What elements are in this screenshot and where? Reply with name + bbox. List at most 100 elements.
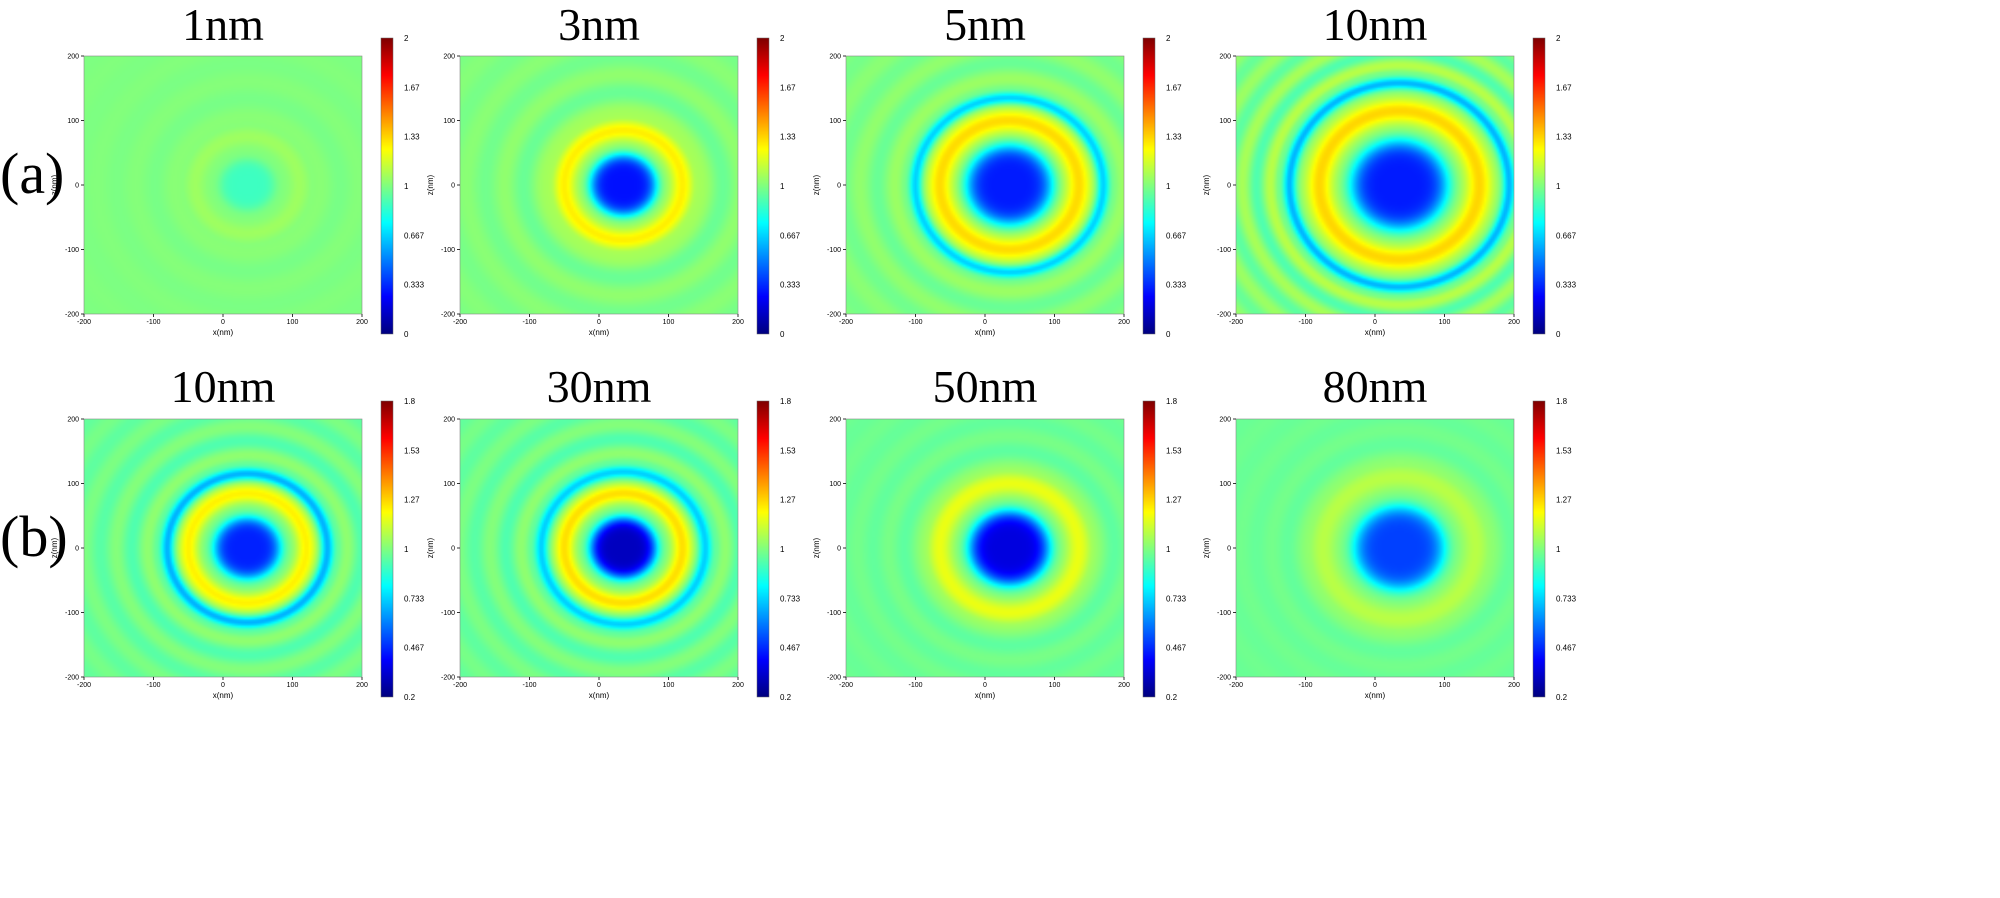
panel-4-colorbar-label: 2 bbox=[1556, 34, 1561, 43]
panel-1-ylabel: z(nm) bbox=[50, 174, 59, 195]
panel-6-xtick-label: 100 bbox=[663, 682, 675, 689]
panel-5-colorbar-label: 0.467 bbox=[404, 644, 425, 653]
panel-1-ytick-label: 0 bbox=[75, 183, 79, 190]
panel-8-xtick-label: 200 bbox=[1508, 682, 1520, 689]
panel-8-colorbar-label: 1.53 bbox=[1556, 446, 1572, 455]
panel-1-heatmap bbox=[84, 56, 362, 314]
panel-7-title: 50nm bbox=[933, 361, 1038, 412]
panel-3-colorbar-label: 1.33 bbox=[1166, 133, 1182, 142]
panel-4-ytick-label: 200 bbox=[1219, 54, 1231, 61]
panel-6-colorbar-label: 1.8 bbox=[780, 397, 792, 406]
panel-3-ytick-label: -200 bbox=[827, 312, 841, 319]
panel-3-colorbar-label: 0 bbox=[1166, 330, 1171, 339]
panel-1-colorbar-label: 0.333 bbox=[404, 281, 425, 290]
panel-6-heatmap bbox=[460, 419, 738, 677]
panel-1-xtick-label: -100 bbox=[146, 319, 160, 326]
panel-2-heatmap bbox=[460, 56, 738, 314]
panel-6-colorbar-label: 1.27 bbox=[780, 496, 796, 505]
panel-4-colorbar-label: 0.333 bbox=[1556, 281, 1577, 290]
panel-5-colorbar-label: 0.733 bbox=[404, 594, 425, 603]
panel-5-colorbar bbox=[381, 401, 393, 697]
panel-3-title: 5nm bbox=[944, 0, 1026, 50]
panel-8-colorbar-label: 0.733 bbox=[1556, 594, 1577, 603]
panel-1-xtick-label: -200 bbox=[77, 319, 91, 326]
panel-7-colorbar-label: 1 bbox=[1166, 545, 1171, 554]
panel-6-colorbar-label: 0.2 bbox=[780, 693, 792, 702]
panel-4-xtick-label: 0 bbox=[1373, 319, 1377, 326]
panel-8-ytick-label: -200 bbox=[1217, 675, 1231, 682]
panel-1-colorbar-label: 1.33 bbox=[404, 133, 420, 142]
panel-7-colorbar-label: 1.53 bbox=[1166, 446, 1182, 455]
panel-5-colorbar-label: 0.2 bbox=[404, 693, 416, 702]
panel-6-colorbar-label: 0.467 bbox=[780, 644, 801, 653]
panel-3-ytick-label: 200 bbox=[829, 54, 841, 61]
panel-3-xtick-label: -200 bbox=[839, 319, 853, 326]
panel-6-xtick-label: -200 bbox=[453, 682, 467, 689]
panel-7-colorbar-label: 0.2 bbox=[1166, 693, 1178, 702]
panel-1-colorbar-label: 1 bbox=[404, 182, 409, 191]
panel-1-ytick-label: -100 bbox=[65, 247, 79, 254]
panel-3-colorbar bbox=[1143, 38, 1155, 334]
panel-2-colorbar-label: 0 bbox=[780, 330, 785, 339]
panel-5-ytick-label: -200 bbox=[65, 675, 79, 682]
panel-4-xtick-label: 100 bbox=[1439, 319, 1451, 326]
panel-5-xtick-label: -100 bbox=[146, 682, 160, 689]
panel-2-xlabel: x(nm) bbox=[589, 328, 610, 337]
panel-1-colorbar-label: 2 bbox=[404, 34, 409, 43]
panel-8-title: 80nm bbox=[1323, 361, 1428, 412]
panel-6-ytick-label: 200 bbox=[443, 417, 455, 424]
panel-1-xtick-label: 100 bbox=[287, 319, 299, 326]
panel-7-xtick-label: -200 bbox=[839, 682, 853, 689]
panel-8-xtick-label: 0 bbox=[1373, 682, 1377, 689]
panel-6-xtick-label: -100 bbox=[522, 682, 536, 689]
panel-2-colorbar bbox=[757, 38, 769, 334]
panel-8-colorbar-label: 1.27 bbox=[1556, 496, 1572, 505]
panel-3-ytick-label: 0 bbox=[837, 183, 841, 190]
panel-7-colorbar-label: 1.27 bbox=[1166, 496, 1182, 505]
panel-3-xtick-label: 100 bbox=[1049, 319, 1061, 326]
row-label-a: (a) bbox=[0, 141, 65, 206]
panel-6-colorbar-label: 1 bbox=[780, 545, 785, 554]
panel-6-colorbar bbox=[757, 401, 769, 697]
panel-8-ylabel: z(nm) bbox=[1202, 537, 1211, 558]
panel-1-xtick-label: 200 bbox=[356, 319, 368, 326]
panel-3-colorbar-frame bbox=[1142, 37, 1156, 335]
panel-8-ytick-label: 100 bbox=[1219, 481, 1231, 488]
panel-7-ytick-label: 0 bbox=[837, 546, 841, 553]
panel-6-ytick-label: 100 bbox=[443, 481, 455, 488]
panel-4-colorbar-label: 0.667 bbox=[1556, 231, 1577, 240]
panel-2-ytick-label: 0 bbox=[451, 183, 455, 190]
panel-5-xlabel: x(nm) bbox=[213, 691, 234, 700]
panel-6-colorbar-label: 1.53 bbox=[780, 446, 796, 455]
panel-3-xtick-label: -100 bbox=[908, 319, 922, 326]
panel-8-colorbar-label: 0.2 bbox=[1556, 693, 1568, 702]
panel-5-ytick-label: 100 bbox=[67, 481, 79, 488]
panel-1-title: 1nm bbox=[182, 0, 264, 50]
panel-7-ylabel: z(nm) bbox=[812, 537, 821, 558]
panel-8-colorbar-label: 1.8 bbox=[1556, 397, 1568, 406]
panel-6-ylabel: z(nm) bbox=[426, 537, 435, 558]
panel-7-xtick-label: 100 bbox=[1049, 682, 1061, 689]
panel-2-ylabel: z(nm) bbox=[426, 174, 435, 195]
panel-3-xtick-label: 0 bbox=[983, 319, 987, 326]
panel-1-ytick-label: 200 bbox=[67, 54, 79, 61]
panel-3-colorbar-label: 2 bbox=[1166, 34, 1171, 43]
panel-4-heatmap bbox=[1236, 56, 1514, 314]
panel-2-xtick-label: 100 bbox=[663, 319, 675, 326]
panel-5-colorbar-frame bbox=[380, 400, 394, 698]
panel-8-colorbar bbox=[1533, 401, 1545, 697]
panel-1-ytick-label: 100 bbox=[67, 118, 79, 125]
panel-1-xlabel: x(nm) bbox=[213, 328, 234, 337]
panel-4-colorbar bbox=[1533, 38, 1545, 334]
panel-5-colorbar-label: 1.8 bbox=[404, 397, 416, 406]
row-label-b: (b) bbox=[0, 504, 68, 569]
panel-1-colorbar-frame bbox=[380, 37, 394, 335]
panel-6-xtick-label: 0 bbox=[597, 682, 601, 689]
panel-5-xtick-label: 100 bbox=[287, 682, 299, 689]
panel-8-heatmap bbox=[1236, 419, 1514, 677]
panel-8-colorbar-label: 1 bbox=[1556, 545, 1561, 554]
panel-7-ytick-label: 200 bbox=[829, 417, 841, 424]
panel-8-xlabel: x(nm) bbox=[1365, 691, 1386, 700]
panel-2-colorbar-label: 0.667 bbox=[780, 231, 801, 240]
panel-3-colorbar-label: 1 bbox=[1166, 182, 1171, 191]
